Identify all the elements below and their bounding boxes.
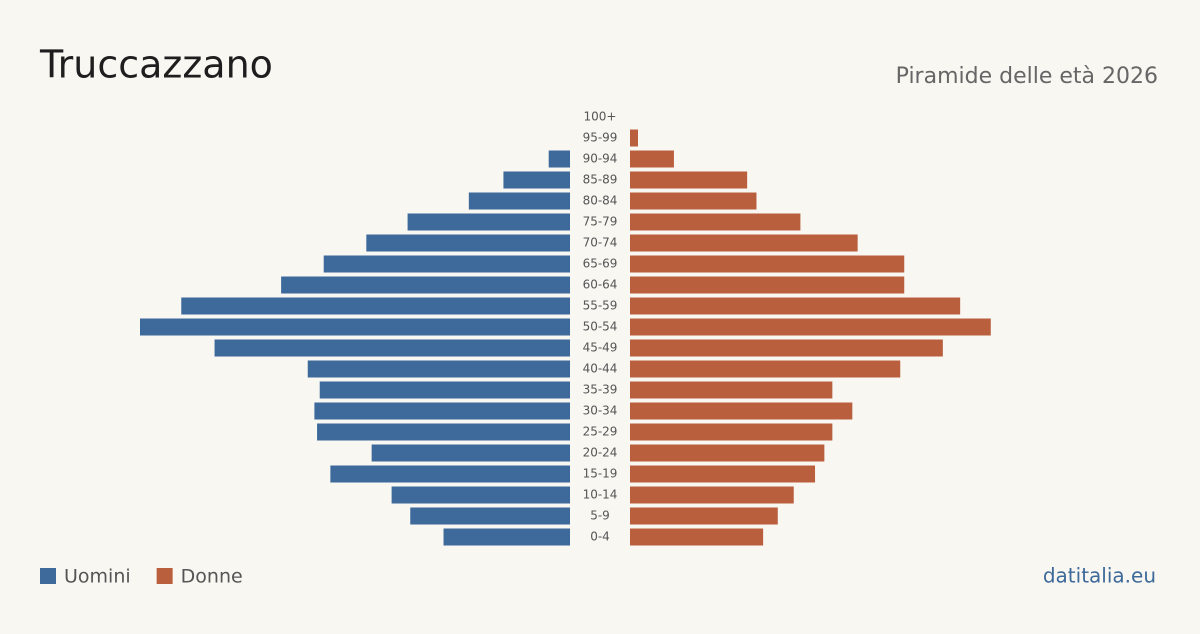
bar (630, 150, 674, 168)
bar (330, 465, 570, 483)
bar (630, 423, 833, 441)
age-label: 0-4 (590, 530, 610, 544)
age-label: 100+ (584, 110, 617, 124)
bar (630, 360, 901, 378)
age-label: 90-94 (583, 152, 618, 166)
age-label: 55-59 (583, 299, 618, 313)
bar (281, 276, 570, 294)
chart-title: Truccazzano (39, 43, 273, 87)
bar (323, 255, 570, 273)
age-label: 85-89 (583, 173, 618, 187)
age-label: 35-39 (583, 383, 618, 397)
legend-label: Uomini (64, 566, 131, 588)
age-label: 45-49 (583, 341, 618, 355)
bar (630, 297, 961, 315)
bar (140, 318, 570, 336)
bar (548, 150, 570, 168)
bar (630, 339, 943, 357)
age-label: 65-69 (583, 257, 618, 271)
chart-subtitle: Piramide delle età 2026 (896, 64, 1158, 89)
age-label: 95-99 (583, 131, 618, 145)
bar (630, 486, 794, 504)
age-label: 5-9 (590, 509, 610, 523)
bar (630, 234, 858, 252)
bar (410, 507, 570, 525)
age-label: 75-79 (583, 215, 618, 229)
bar (630, 171, 748, 189)
age-label: 20-24 (583, 446, 618, 460)
age-label: 70-74 (583, 236, 618, 250)
bar (181, 297, 570, 315)
bar (366, 234, 570, 252)
age-label: 10-14 (583, 488, 618, 502)
bar (630, 444, 825, 462)
age-label: 50-54 (583, 320, 618, 334)
age-label: 25-29 (583, 425, 618, 439)
bar (630, 465, 816, 483)
age-label: 80-84 (583, 194, 618, 208)
age-label: 60-64 (583, 278, 618, 292)
bar (468, 192, 570, 210)
bar (630, 192, 757, 210)
age-label: 15-19 (583, 467, 618, 481)
bar (319, 381, 570, 399)
bar (630, 318, 991, 336)
bar (630, 255, 905, 273)
bar (630, 507, 778, 525)
bar (443, 528, 570, 546)
bar (371, 444, 570, 462)
legend-swatch (156, 568, 173, 584)
bar (503, 171, 570, 189)
bar (407, 213, 570, 231)
legend-label: Donne (181, 566, 243, 588)
bar (630, 402, 853, 420)
legend-swatch (40, 568, 56, 584)
age-label: 40-44 (583, 362, 618, 376)
age-label: 30-34 (583, 404, 618, 418)
bar (630, 276, 905, 294)
source[interactable]: datitalia.eu (1043, 564, 1156, 588)
bar (214, 339, 570, 357)
bar (317, 423, 570, 441)
bar (630, 381, 833, 399)
bar (314, 402, 570, 420)
bar (630, 528, 764, 546)
bar (307, 360, 570, 378)
bar (391, 486, 570, 504)
bar (630, 129, 638, 147)
bar (630, 213, 801, 231)
